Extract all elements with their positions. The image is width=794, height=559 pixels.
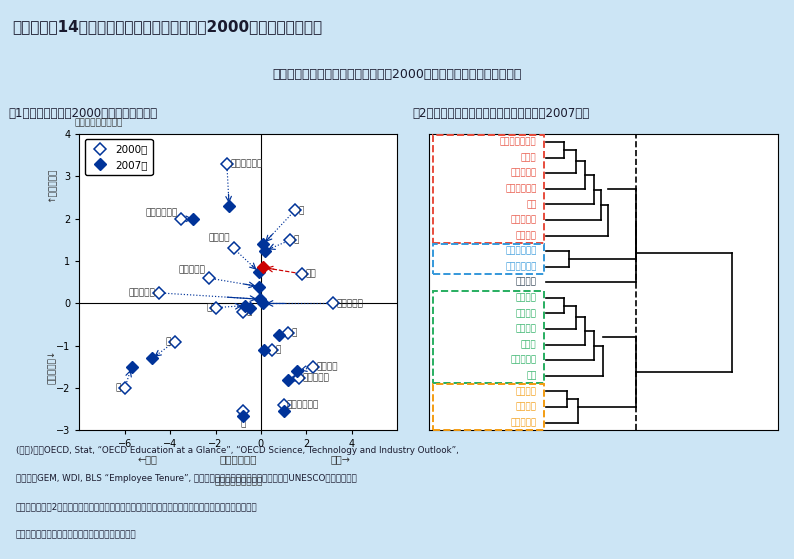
Text: スウェーデン: スウェーデン xyxy=(146,208,178,217)
Text: フィンランド: フィンランド xyxy=(505,247,537,255)
Text: （1）主成分分析の2000年代における変化: （1）主成分分析の2000年代における変化 xyxy=(8,107,157,120)
Text: ベルギー: ベルギー xyxy=(209,233,230,243)
Text: 蘭: 蘭 xyxy=(276,345,281,354)
Text: 仏: 仏 xyxy=(299,206,303,215)
Text: ギリシャ: ギリシャ xyxy=(317,362,338,371)
Text: 低い→: 低い→ xyxy=(330,454,350,464)
Text: ドイツ: ドイツ xyxy=(521,340,537,349)
Text: アイルランド: アイルランド xyxy=(287,401,319,410)
Text: オランダ: オランダ xyxy=(516,309,537,318)
Text: 西: 西 xyxy=(246,307,252,316)
Text: 豪: 豪 xyxy=(240,420,245,429)
Text: ポルトガル: ポルトガル xyxy=(337,299,364,308)
Text: ノルウェー: ノルウェー xyxy=(511,215,537,224)
Text: ←高い: ←高い xyxy=(137,454,157,464)
Text: 英: 英 xyxy=(206,303,212,312)
Text: アメリカ: アメリカ xyxy=(516,278,537,287)
Text: (備考)１．OECD, Stat, “OECD Education at a Glance”, “OECD Science, Technology and In: (備考)１．OECD, Stat, “OECD Education at a G… xyxy=(16,446,458,456)
Text: ハンガリー: ハンガリー xyxy=(511,356,537,365)
Text: 起業家主導↓: 起業家主導↓ xyxy=(48,350,56,384)
Text: デンマーク: デンマーク xyxy=(179,265,206,274)
Text: ハンガリー: ハンガリー xyxy=(303,373,330,382)
Text: スウェーデン: スウェーデン xyxy=(505,262,537,271)
Text: （第２主成分得点）: （第２主成分得点） xyxy=(75,119,123,128)
Text: イタリア: イタリア xyxy=(516,402,537,411)
Text: ベルギー: ベルギー xyxy=(516,293,537,302)
Text: ポルトガル: ポルトガル xyxy=(511,418,537,427)
Text: 日本: 日本 xyxy=(305,269,316,278)
Text: オーストラリア: オーストラリア xyxy=(500,138,537,146)
Text: デンマーク: デンマーク xyxy=(511,169,537,178)
Text: 英国: 英国 xyxy=(526,200,537,209)
Text: 伊: 伊 xyxy=(291,329,297,338)
Text: 加: 加 xyxy=(166,337,172,346)
Text: GEM, WDI, BLS “Employee Tenure”, 厚生労働省「賃金構造基本統計調査」、UNESCOにより作成。: GEM, WDI, BLS “Employee Tenure”, 厚生労働省「賃… xyxy=(16,475,357,484)
Text: フランス: フランス xyxy=(516,325,537,334)
Text: ギリシャ: ギリシャ xyxy=(516,387,537,396)
Text: 日本: 日本 xyxy=(526,371,537,380)
Text: 独: 独 xyxy=(294,235,299,244)
Text: ノルウェー: ノルウェー xyxy=(129,288,156,297)
Text: カナダ: カナダ xyxy=(521,153,537,162)
Text: 市場の柔軟性: 市場の柔軟性 xyxy=(219,454,257,464)
Text: ２．（2）は破線の位置でグループを分類。横軸はクラスター分析による各国の距離を表す。: ２．（2）は破線の位置でグループを分類。横軸はクラスター分析による各国の距離を表… xyxy=(16,503,257,511)
Text: ↑大企業主導: ↑大企業主導 xyxy=(48,168,56,202)
Text: （2）クラスター分析によるグループ化（2007年）: （2）クラスター分析によるグループ化（2007年） xyxy=(413,107,590,120)
Text: スペイン: スペイン xyxy=(516,231,537,240)
Text: アイルランド: アイルランド xyxy=(505,184,537,193)
Text: 米: 米 xyxy=(116,383,121,392)
Text: ３．詳細については、付注３－１を参照。: ３．詳細については、付注３－１を参照。 xyxy=(16,531,137,540)
Text: 先進国のイノベーションシステムは2000年代を通じて収束した可能性: 先進国のイノベーションシステムは2000年代を通じて収束した可能性 xyxy=(272,68,522,81)
Text: （第１主成分得点）: （第１主成分得点） xyxy=(214,477,262,486)
Text: フィンランド: フィンランド xyxy=(230,159,263,168)
Legend: 2000年, 2007年: 2000年, 2007年 xyxy=(85,139,152,175)
Text: 第３－３－14図　イノベーションシステムの2000年代における変化: 第３－３－14図 イノベーションシステムの2000年代における変化 xyxy=(12,19,322,34)
